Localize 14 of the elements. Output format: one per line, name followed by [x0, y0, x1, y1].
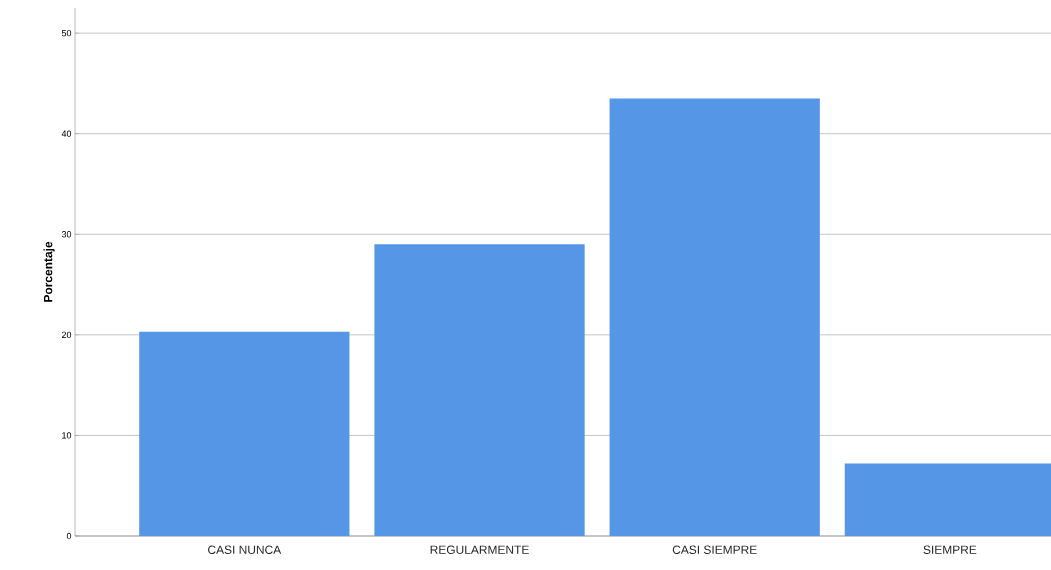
x-tick-label: SIEMPRE	[923, 545, 977, 554]
x-tick-label: CASI SIEMPRE	[672, 545, 757, 554]
x-tick-label: CASI NUNCA	[208, 545, 282, 554]
y-tick-label: 10	[62, 432, 72, 439]
y-tick-label: 0	[66, 532, 72, 540]
bar	[139, 331, 350, 536]
bar	[609, 98, 820, 536]
y-axis-title: Porcentaje	[43, 241, 55, 302]
y-tick-label: 50	[61, 29, 72, 37]
y-tick-label: 30	[61, 231, 72, 238]
x-tick-label: REGULARMENTE	[430, 545, 529, 554]
y-tick-label: 40	[61, 130, 72, 137]
y-tick-label: 20	[61, 331, 72, 339]
bar	[374, 244, 585, 536]
